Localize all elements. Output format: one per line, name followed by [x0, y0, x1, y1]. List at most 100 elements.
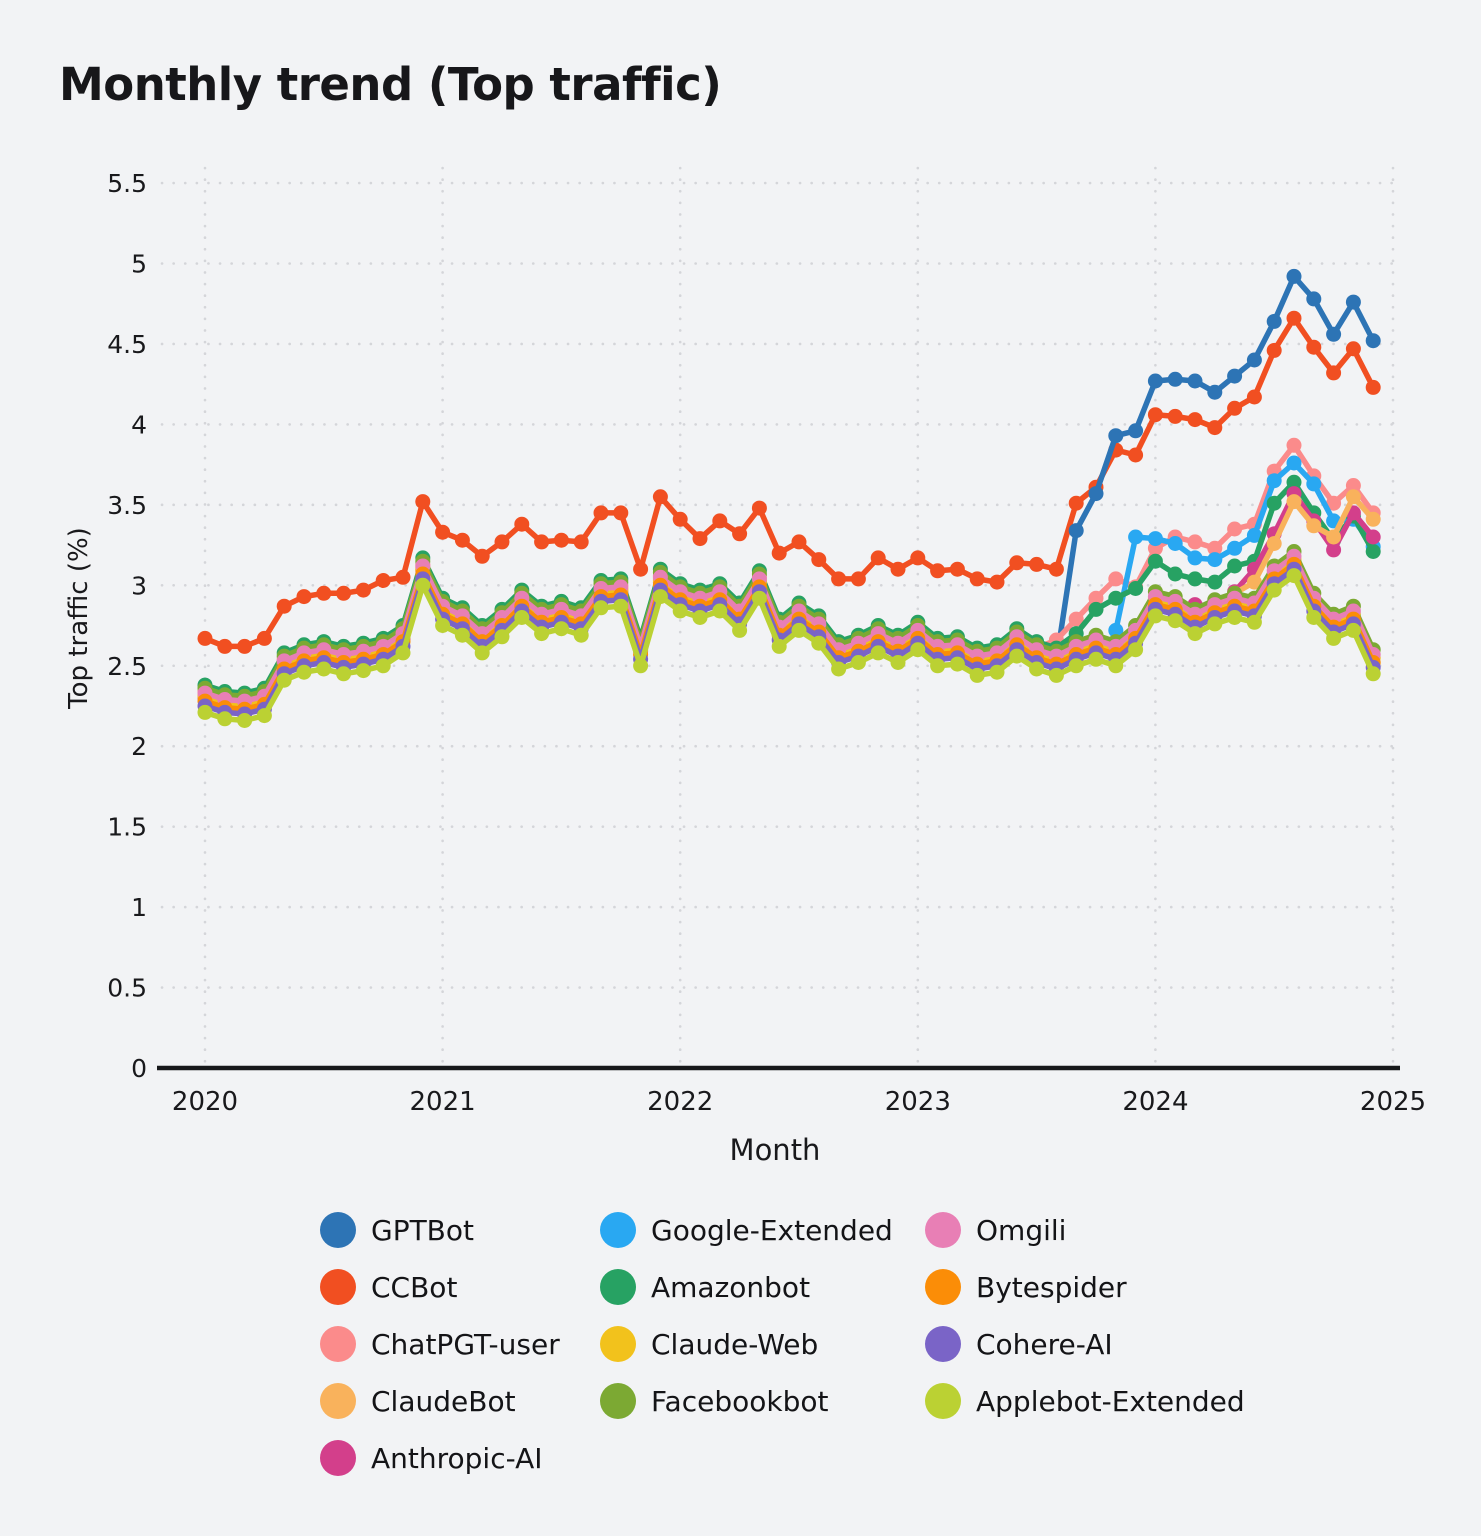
data-point	[890, 561, 906, 577]
legend-item-Amazonbot[interactable]: Amazonbot	[600, 1269, 893, 1305]
chart-title: Monthly trend (Top traffic)	[59, 58, 722, 111]
data-point	[1108, 658, 1124, 674]
data-point	[732, 526, 748, 542]
data-point	[930, 658, 946, 674]
data-point	[692, 531, 708, 547]
data-point	[712, 513, 728, 529]
legend-item-Facebookbot[interactable]: Facebookbot	[600, 1383, 893, 1419]
data-point	[217, 711, 233, 727]
data-point	[435, 618, 451, 633]
legend-item-Google-Extended[interactable]: Google-Extended	[600, 1212, 893, 1248]
legend-label: ChatPGT-user	[371, 1327, 560, 1361]
legend-item-Cohere-AI[interactable]: Cohere-AI	[925, 1326, 1245, 1362]
legend-label: CCBot	[371, 1270, 458, 1304]
data-point	[613, 505, 629, 521]
data-point	[514, 610, 530, 625]
legend-item-Applebot-Extended[interactable]: Applebot-Extended	[925, 1383, 1245, 1419]
x-tick-label: 2024	[1122, 1087, 1188, 1117]
x-tick-label: 2022	[647, 1087, 713, 1117]
legend-item-CCBot[interactable]: CCBot	[320, 1269, 560, 1305]
legend-label: Claude-Web	[651, 1327, 819, 1361]
data-point	[494, 534, 510, 550]
data-point	[415, 577, 431, 593]
data-point	[1365, 666, 1381, 682]
data-point	[1365, 511, 1381, 527]
legend-item-Bytespider[interactable]: Bytespider	[925, 1269, 1245, 1305]
y-tick-label: 5.5	[107, 169, 147, 198]
data-point	[1345, 622, 1361, 638]
data-point	[771, 638, 787, 654]
data-point	[1088, 590, 1104, 606]
data-point	[1365, 379, 1381, 395]
legend-color-dot	[320, 1212, 356, 1248]
data-point	[395, 645, 411, 661]
data-point	[989, 664, 1005, 680]
data-point	[1068, 523, 1084, 539]
data-point	[771, 545, 787, 561]
data-point	[1187, 571, 1203, 587]
data-point	[910, 550, 926, 566]
data-point	[1088, 651, 1104, 667]
legend-item-Omgili[interactable]: Omgili	[925, 1212, 1245, 1248]
data-point	[316, 585, 332, 601]
y-tick-label: 2.5	[107, 652, 147, 681]
data-point	[534, 626, 550, 642]
data-point	[514, 516, 530, 532]
data-point	[751, 500, 767, 516]
data-point	[1326, 326, 1342, 342]
data-point	[1227, 400, 1243, 416]
legend-item-GPTBot[interactable]: GPTBot	[320, 1212, 560, 1248]
data-point	[1266, 342, 1282, 358]
data-point	[831, 571, 847, 587]
x-tick-label: 2021	[410, 1087, 476, 1117]
legend-color-dot	[925, 1326, 961, 1362]
legend-label: Anthropic-AI	[371, 1441, 543, 1475]
data-point	[375, 573, 391, 588]
legend-item-ClaudeBot[interactable]: ClaudeBot	[320, 1383, 560, 1419]
data-point	[1029, 661, 1045, 677]
data-point	[1227, 540, 1243, 556]
data-point	[1227, 610, 1243, 625]
legend-label: ClaudeBot	[371, 1384, 516, 1418]
data-point	[1187, 373, 1203, 389]
data-point	[553, 532, 569, 548]
legend-label: Google-Extended	[651, 1213, 893, 1247]
data-point	[1147, 373, 1163, 389]
legend-label: Amazonbot	[651, 1270, 811, 1304]
legend-color-dot	[925, 1212, 961, 1248]
legend-color-dot	[320, 1383, 356, 1419]
series-markers-ClaudeBot	[197, 489, 1381, 711]
data-point	[1246, 527, 1262, 543]
data-point	[1088, 601, 1104, 617]
data-point	[811, 635, 827, 651]
data-point	[1266, 473, 1282, 489]
data-point	[1108, 590, 1124, 606]
legend-color-dot	[320, 1269, 356, 1305]
data-point	[454, 532, 470, 548]
data-point	[791, 622, 807, 638]
data-point	[336, 666, 352, 682]
data-point	[1286, 494, 1302, 510]
data-point	[633, 561, 649, 577]
data-point	[1147, 553, 1163, 569]
data-point	[237, 713, 253, 728]
data-point	[1167, 371, 1183, 387]
data-point	[1306, 518, 1322, 534]
legend-item-Anthropic-AI[interactable]: Anthropic-AI	[320, 1440, 560, 1476]
data-point	[930, 563, 946, 579]
data-point	[593, 505, 609, 521]
data-point	[1345, 489, 1361, 505]
data-point	[1306, 610, 1322, 625]
y-tick-label: 1	[131, 893, 147, 922]
data-point	[949, 656, 965, 672]
data-point	[1147, 407, 1163, 423]
x-tick-label: 2020	[172, 1087, 238, 1117]
data-point	[1048, 667, 1064, 683]
data-point	[1326, 495, 1342, 511]
legend-item-Claude-Web[interactable]: Claude-Web	[600, 1326, 893, 1362]
legend-item-ChatPGT-user[interactable]: ChatPGT-user	[320, 1326, 560, 1362]
data-point	[593, 600, 609, 616]
data-point	[1207, 540, 1223, 556]
data-point	[1207, 574, 1223, 590]
data-point	[1326, 529, 1342, 545]
